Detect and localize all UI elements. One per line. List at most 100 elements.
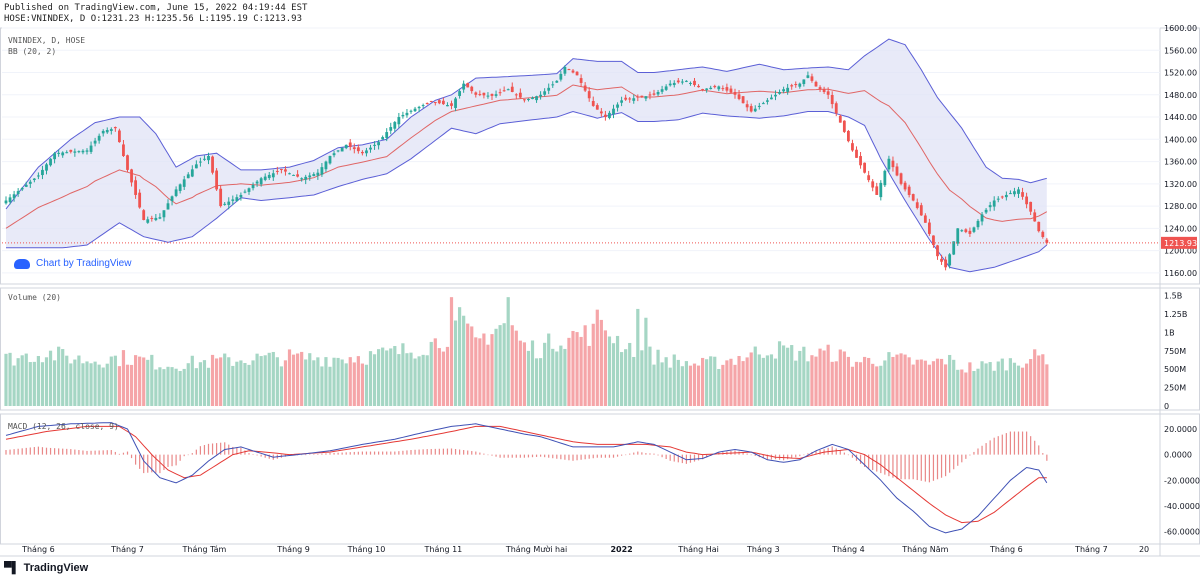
macd-histogram-bar: [398, 451, 400, 455]
candle-body: [223, 203, 227, 205]
candle-body: [458, 91, 461, 96]
volume-bar: [154, 369, 158, 406]
price-tick-label: 1440.00: [1164, 113, 1197, 122]
volume-bar: [146, 359, 150, 406]
candle-body: [1033, 212, 1037, 222]
candle-body: [972, 227, 976, 232]
macd-histogram-bar: [657, 454, 659, 456]
volume-bar: [40, 362, 45, 406]
candle-body: [393, 122, 397, 129]
candle-body: [725, 87, 729, 91]
candle-body: [69, 149, 73, 152]
macd-tick-label: -40.0000: [1164, 502, 1200, 511]
candle-body: [267, 174, 271, 179]
candle-body: [308, 175, 312, 178]
candle-body: [397, 117, 401, 125]
candle-body: [855, 149, 858, 158]
candle-body: [802, 79, 806, 85]
candle-body: [923, 215, 927, 223]
candle-body: [231, 199, 235, 201]
volume-bar: [510, 325, 514, 406]
volume-bar: [818, 348, 822, 406]
candle-body: [304, 176, 308, 180]
volume-bar: [907, 357, 911, 406]
candle-body: [964, 229, 968, 233]
candle-body: [190, 169, 194, 177]
macd-histogram-bar: [430, 448, 432, 455]
candle-body: [571, 70, 575, 73]
macd-histogram-bar: [612, 454, 615, 458]
macd-histogram-bar: [337, 452, 339, 455]
volume-bar: [1025, 363, 1029, 406]
candle-body: [320, 167, 324, 175]
macd-histogram-bar: [365, 451, 368, 455]
volume-bar: [960, 369, 964, 406]
candle-body: [887, 158, 891, 170]
candle-body: [770, 97, 773, 100]
candle-body: [656, 92, 660, 95]
macd-histogram-bar: [815, 450, 817, 455]
macd-histogram-bar: [527, 454, 530, 458]
candle-body: [818, 87, 822, 90]
volume-bar: [935, 358, 940, 406]
macd-histogram-bar: [949, 454, 951, 473]
volume-bar: [757, 354, 761, 406]
volume-bar: [547, 333, 551, 406]
volume-bar: [36, 356, 40, 406]
volume-bar: [413, 358, 417, 406]
macd-histogram-bar: [110, 450, 112, 455]
candle-body: [73, 151, 77, 153]
macd-histogram-bar: [45, 447, 48, 455]
volume-bar: [919, 359, 923, 406]
volume-bar: [927, 364, 931, 406]
bollinger-band-fill: [6, 39, 1047, 272]
macd-histogram-bar: [750, 454, 752, 456]
volume-bar: [672, 354, 676, 406]
macd-histogram-bar: [957, 454, 959, 466]
tradingview-logo[interactable]: ▀▌ TradingView: [4, 562, 88, 574]
candle-body: [271, 173, 275, 178]
volume-bar: [462, 315, 466, 406]
macd-histogram-bar: [426, 449, 428, 455]
volume-bar: [688, 365, 693, 406]
candle-body: [470, 86, 474, 92]
volume-bar: [761, 357, 765, 406]
macd-histogram-bar: [515, 454, 517, 458]
candle-body: [757, 105, 761, 107]
candle-body: [227, 201, 231, 205]
macd-histogram-bar: [102, 450, 104, 455]
macd-histogram-bar: [236, 447, 238, 455]
macd-histogram-bar: [483, 453, 485, 455]
volume-bar: [77, 355, 81, 406]
candle-body: [417, 106, 421, 109]
macd-histogram-bar: [544, 454, 546, 458]
macd-histogram-bar: [244, 450, 246, 455]
time-axis-label: Tháng Mười hai: [505, 544, 567, 554]
macd-histogram-bar: [54, 448, 56, 455]
volume-bar: [599, 319, 603, 406]
tradingview-watermark[interactable]: Chart by TradingView: [14, 258, 131, 269]
candle-body: [385, 132, 389, 138]
candle-body: [693, 80, 696, 86]
volume-bar: [539, 358, 543, 406]
volume-bar: [782, 345, 786, 406]
candle-body: [510, 86, 514, 92]
volume-bar: [28, 362, 32, 406]
volume-bar: [603, 330, 607, 406]
macd-histogram-bar: [248, 453, 250, 455]
candle-body: [182, 179, 186, 187]
candle-body: [559, 73, 563, 80]
candle-body: [105, 130, 109, 133]
macd-histogram-bar: [446, 448, 449, 455]
macd-histogram-bar: [369, 451, 372, 455]
volume-bar: [113, 355, 117, 406]
macd-histogram-bar: [126, 451, 129, 455]
price-tick-label: 1520.00: [1164, 69, 1197, 78]
candle-body: [903, 182, 907, 190]
macd-histogram-bar: [572, 454, 574, 461]
candle-body: [1037, 221, 1041, 232]
macd-histogram-bar: [207, 443, 210, 455]
candle-body: [960, 230, 964, 232]
macd-tick-label: 20.0000: [1164, 425, 1197, 434]
